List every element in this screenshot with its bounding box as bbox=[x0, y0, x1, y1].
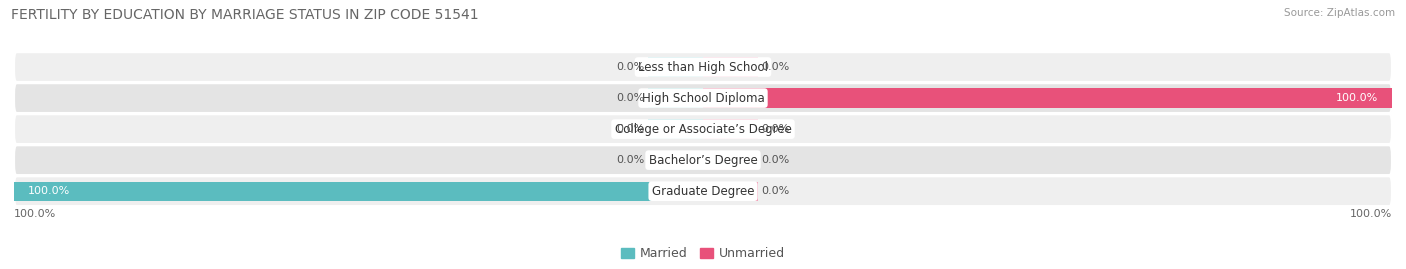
FancyBboxPatch shape bbox=[14, 114, 1392, 144]
Bar bbox=[703, 182, 758, 201]
Text: 0.0%: 0.0% bbox=[616, 93, 644, 103]
Bar bbox=[648, 57, 703, 77]
Text: 100.0%: 100.0% bbox=[28, 186, 70, 196]
Text: 0.0%: 0.0% bbox=[762, 155, 790, 165]
Text: 0.0%: 0.0% bbox=[762, 124, 790, 134]
Bar bbox=[703, 57, 758, 77]
FancyBboxPatch shape bbox=[14, 176, 1392, 206]
Text: Bachelor’s Degree: Bachelor’s Degree bbox=[648, 154, 758, 167]
FancyBboxPatch shape bbox=[14, 52, 1392, 82]
Bar bbox=[703, 119, 758, 139]
Text: FERTILITY BY EDUCATION BY MARRIAGE STATUS IN ZIP CODE 51541: FERTILITY BY EDUCATION BY MARRIAGE STATU… bbox=[11, 8, 479, 22]
Bar bbox=[14, 182, 703, 201]
Bar bbox=[703, 89, 1392, 108]
Text: 0.0%: 0.0% bbox=[616, 62, 644, 72]
Bar bbox=[703, 151, 758, 170]
Text: High School Diploma: High School Diploma bbox=[641, 91, 765, 105]
Text: 100.0%: 100.0% bbox=[14, 209, 56, 219]
Text: 0.0%: 0.0% bbox=[762, 62, 790, 72]
Text: 100.0%: 100.0% bbox=[1336, 93, 1378, 103]
Text: Graduate Degree: Graduate Degree bbox=[652, 185, 754, 198]
Text: Source: ZipAtlas.com: Source: ZipAtlas.com bbox=[1284, 8, 1395, 18]
Text: 0.0%: 0.0% bbox=[762, 186, 790, 196]
Text: 100.0%: 100.0% bbox=[1350, 209, 1392, 219]
FancyBboxPatch shape bbox=[14, 145, 1392, 175]
Bar bbox=[648, 89, 703, 108]
Text: 0.0%: 0.0% bbox=[616, 124, 644, 134]
Bar bbox=[648, 151, 703, 170]
Text: Less than High School: Less than High School bbox=[638, 61, 768, 73]
Text: College or Associate’s Degree: College or Associate’s Degree bbox=[614, 123, 792, 136]
Bar bbox=[648, 119, 703, 139]
FancyBboxPatch shape bbox=[14, 83, 1392, 113]
Text: 0.0%: 0.0% bbox=[616, 155, 644, 165]
Legend: Married, Unmarried: Married, Unmarried bbox=[616, 242, 790, 265]
